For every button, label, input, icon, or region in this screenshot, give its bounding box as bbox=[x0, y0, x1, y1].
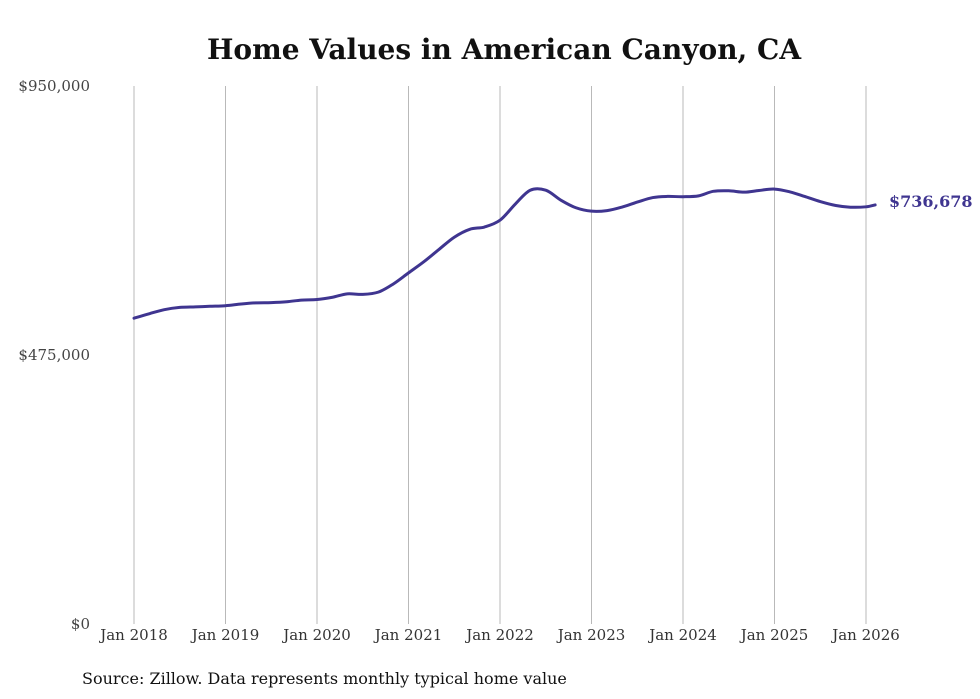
x-tick-label-2018: Jan 2018 bbox=[98, 626, 168, 644]
x-tick-label-2026: Jan 2026 bbox=[830, 626, 900, 644]
x-tick-label-2023: Jan 2023 bbox=[556, 626, 626, 644]
x-axis-tick-labels: Jan 2018 Jan 2019 Jan 2020 Jan 2021 Jan 2022… bbox=[98, 626, 900, 644]
chart-title: Home Values in American Canyon, CA bbox=[207, 33, 802, 66]
grid-lines bbox=[133, 86, 867, 624]
x-tick-label-2019: Jan 2019 bbox=[190, 626, 260, 644]
x-tick-label-2021: Jan 2021 bbox=[373, 626, 443, 644]
series-line-0 bbox=[132, 187, 877, 320]
y-tick-label-950000: $950,000 bbox=[18, 77, 90, 95]
x-tick-label-2024: Jan 2024 bbox=[647, 626, 717, 644]
x-tick-label-2022: Jan 2022 bbox=[464, 626, 534, 644]
y-axis-tick-labels: $0 $475,000 $950,000 bbox=[18, 77, 90, 633]
x-tick-label-2025: Jan 2025 bbox=[739, 626, 809, 644]
source-note: Source: Zillow. Data represents monthly … bbox=[82, 669, 567, 688]
y-tick-label-475000: $475,000 bbox=[18, 346, 90, 364]
end-value-label: $736,678 bbox=[889, 192, 973, 211]
y-tick-label-0: $0 bbox=[71, 615, 90, 633]
x-tick-label-2020: Jan 2020 bbox=[281, 626, 351, 644]
series-layer bbox=[132, 187, 877, 320]
